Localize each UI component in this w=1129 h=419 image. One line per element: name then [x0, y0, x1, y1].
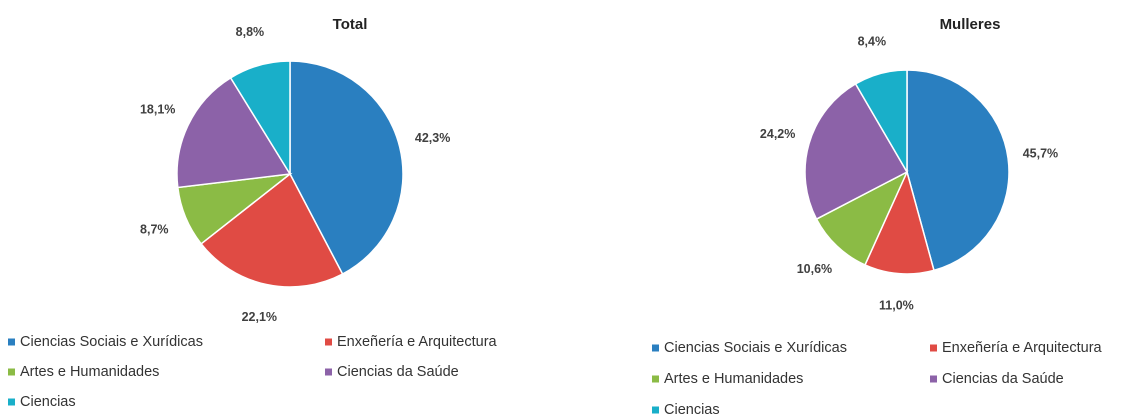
- data-label: 18,1%: [140, 102, 175, 116]
- data-label: 42,3%: [415, 131, 450, 145]
- data-label: 8,7%: [140, 223, 169, 237]
- legend-swatch: [8, 368, 15, 376]
- legend-swatch: [652, 344, 659, 352]
- legend-label: Ciencias: [664, 402, 720, 418]
- legend-label: Ciencias Sociais e Xurídicas: [20, 334, 203, 350]
- pie-slice: [200, 172, 344, 288]
- legend-swatch: [325, 338, 332, 346]
- legend-swatch: [8, 338, 15, 346]
- pie-slice: [176, 76, 292, 189]
- legend-label: Artes e Humanidades: [20, 364, 159, 380]
- legend-label: Artes e Humanidades: [664, 371, 803, 387]
- legend-label: Ciencias Sociais e Xurídicas: [664, 340, 847, 356]
- legend-swatch: [8, 398, 15, 406]
- legend-label: Ciencias da Saúde: [942, 371, 1064, 387]
- legend-swatch: [930, 344, 937, 352]
- legend-label: Enxeñería e Arquitectura: [337, 334, 498, 350]
- legend-label: Ciencias da Saúde: [337, 364, 459, 380]
- data-label: 8,8%: [236, 25, 265, 39]
- pie-slice: [289, 60, 404, 276]
- data-label: 45,7%: [1023, 146, 1058, 160]
- data-label: 11,0%: [879, 299, 914, 313]
- pie-slice: [906, 69, 1010, 272]
- data-label: 8,4%: [858, 34, 887, 48]
- pie-slice: [229, 60, 291, 177]
- chart-title: Total: [333, 16, 368, 33]
- legend-swatch: [652, 375, 659, 383]
- legend-swatch: [325, 368, 332, 376]
- chart-title: Mulleres: [940, 16, 1001, 33]
- pie-slice: [815, 170, 909, 266]
- legend-swatch: [930, 375, 937, 383]
- legend-label: Ciencias: [20, 394, 76, 410]
- data-label: 10,6%: [797, 262, 832, 276]
- data-label: 24,2%: [760, 127, 795, 141]
- pie-slice: [854, 69, 908, 175]
- legend-label: Enxeñería e Arquitectura: [942, 340, 1103, 356]
- pie-slice: [804, 82, 909, 221]
- pie-slice: [863, 169, 935, 275]
- legend-swatch: [652, 406, 659, 414]
- data-label: 22,1%: [242, 310, 277, 324]
